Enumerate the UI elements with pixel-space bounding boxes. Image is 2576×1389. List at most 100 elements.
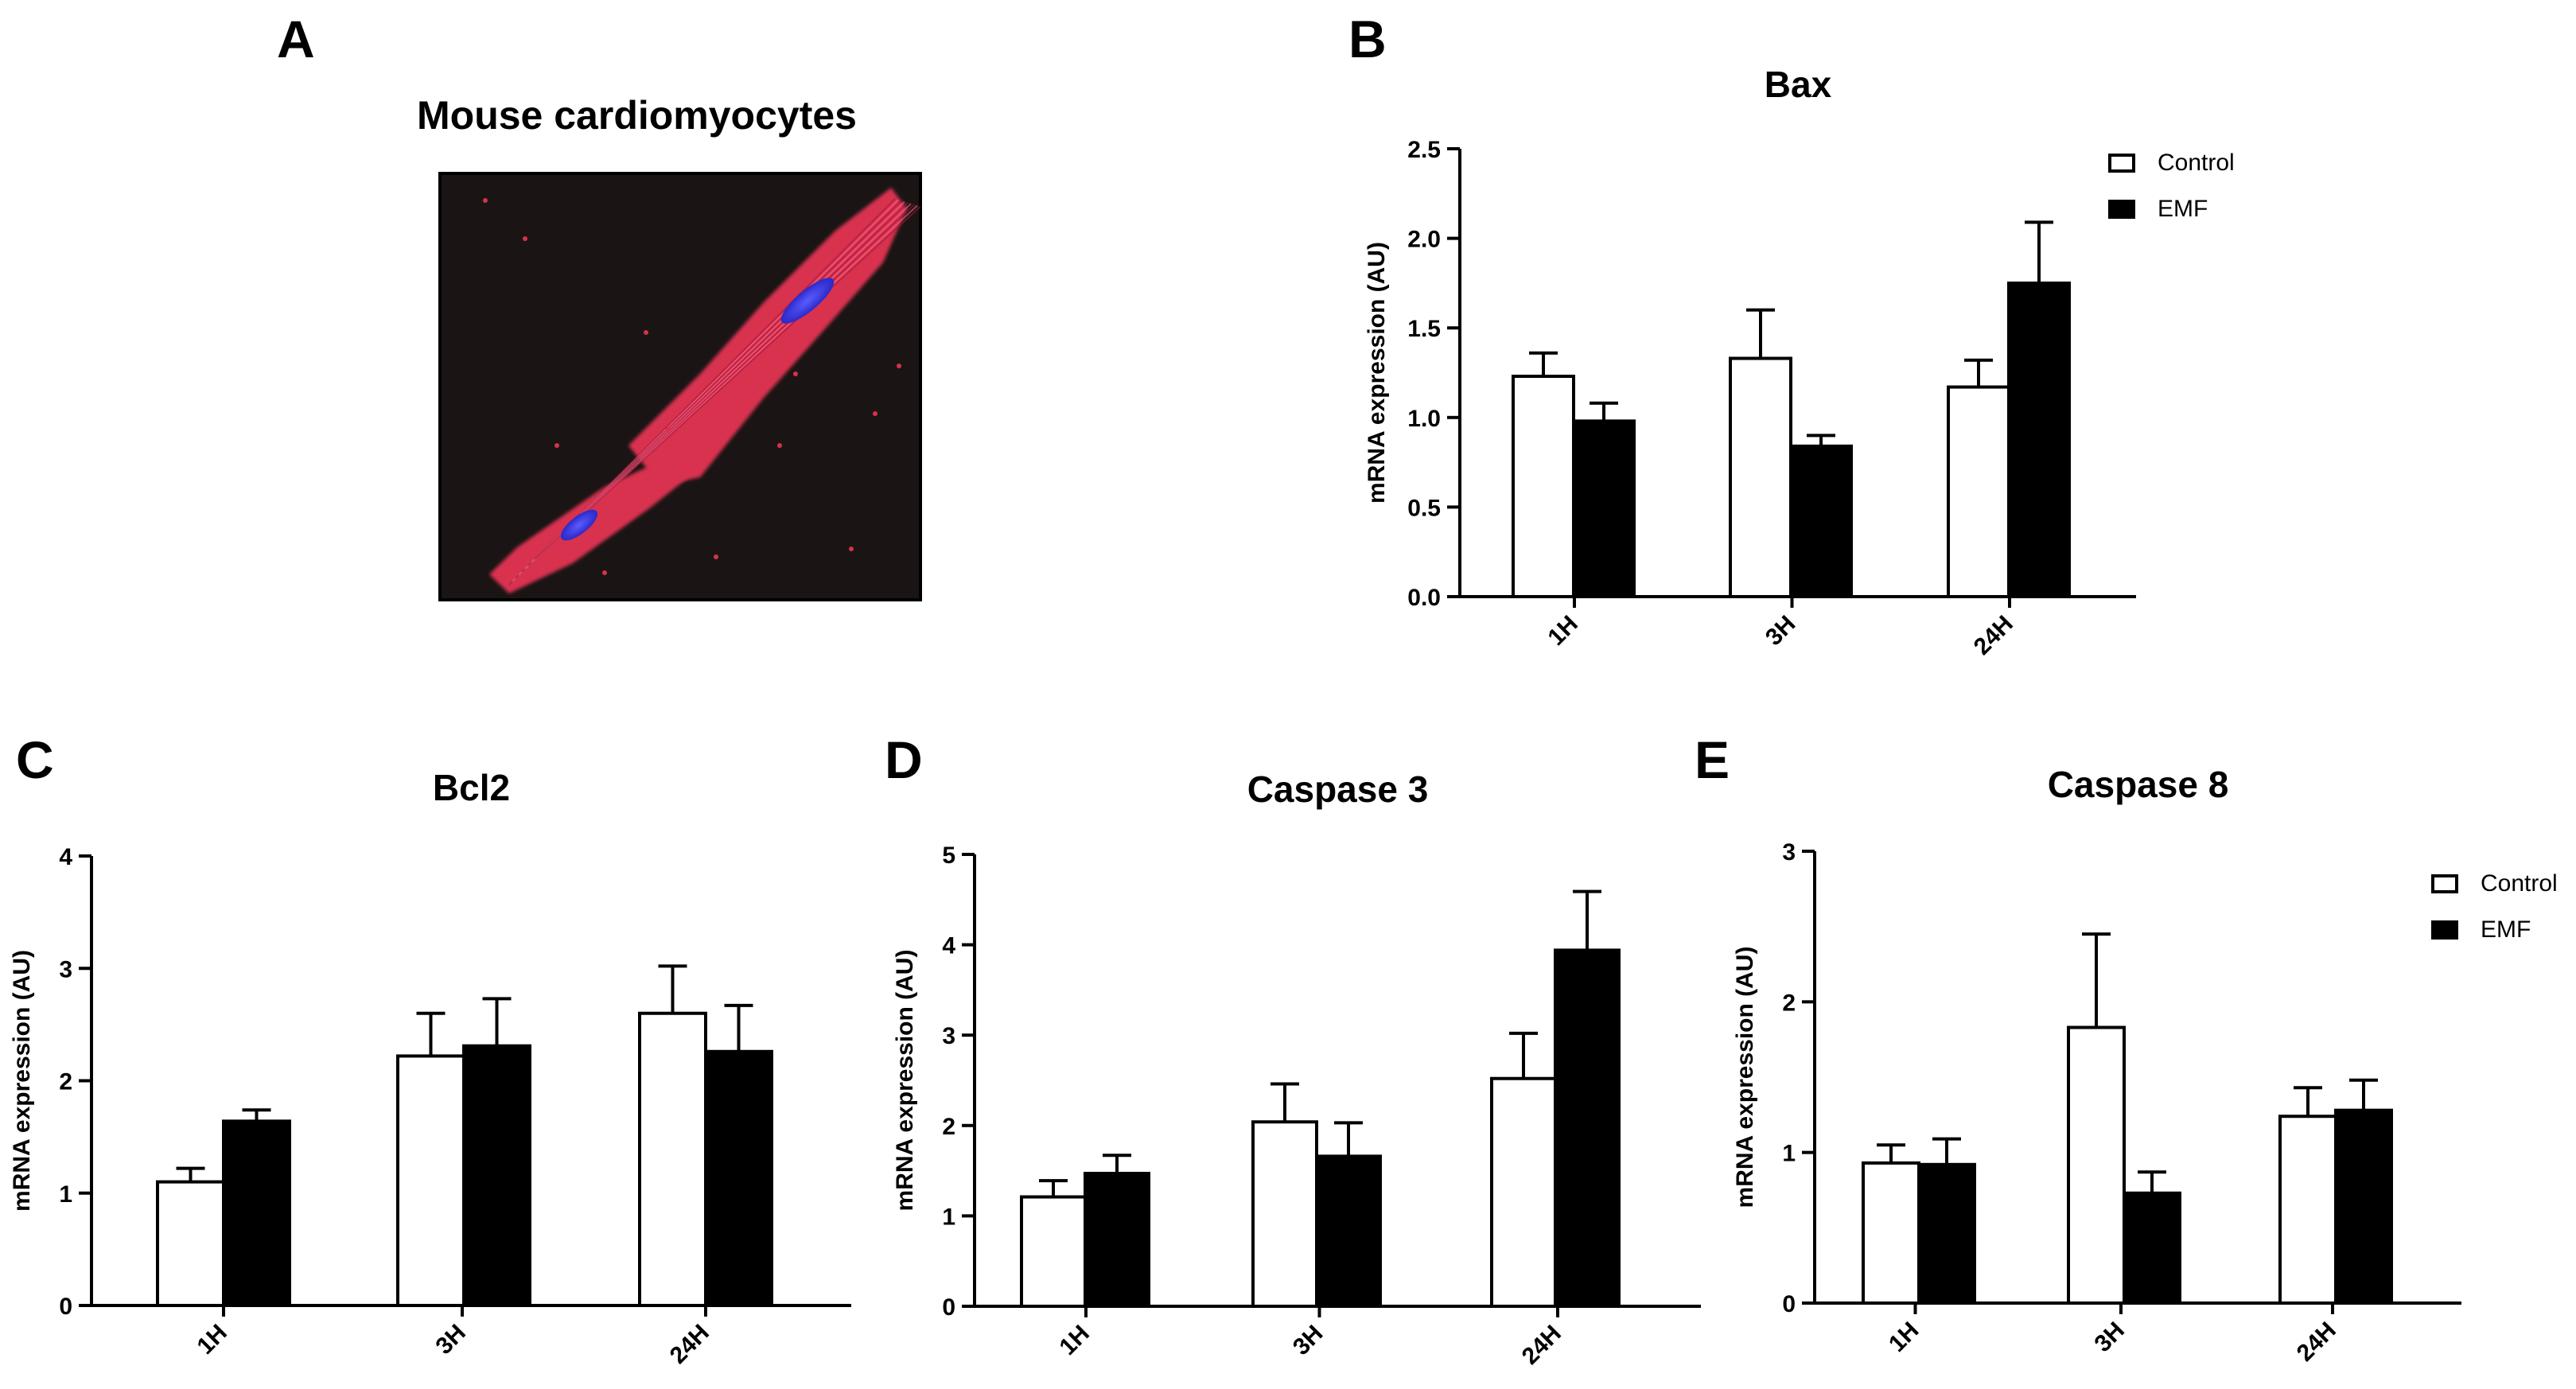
y-tick-label: 3 (942, 1023, 955, 1049)
y-tick-label: 3 (59, 956, 72, 982)
chart-title: Bcl2 (433, 767, 510, 808)
speckle (483, 198, 488, 203)
x-tick-label: 24H (2292, 1317, 2341, 1367)
y-tick-label: 4 (59, 844, 72, 870)
speckle (644, 330, 648, 335)
bar-control-24h (1947, 385, 2010, 598)
y-tick-label: 4 (942, 933, 955, 959)
y-axis-label: mRNA expression (AU) (1732, 947, 1758, 1208)
x-tick-label: 24H (1969, 611, 2018, 660)
x-tick-label: 3H (1288, 1321, 1328, 1360)
speckle (714, 554, 718, 559)
chart-bcl2: C Bcl2 0 1 2 3 4 mRNA expression (AU) 1H 3H 24H (9, 730, 851, 1369)
nucleus-lower (560, 509, 598, 541)
x-tick-label: 24H (1517, 1321, 1566, 1370)
speckle (523, 236, 527, 241)
bar-emf-24h (704, 1049, 773, 1308)
legend-swatch-emf (2431, 920, 2458, 940)
y-tick-label: 0 (1782, 1291, 1796, 1317)
speckle (849, 547, 854, 551)
bar-control-1h (156, 1180, 225, 1307)
y-tick-label: 2 (1782, 990, 1796, 1016)
x-tick-label: 24H (665, 1320, 714, 1369)
panel-letter-e: E (1695, 730, 1730, 789)
y-tick-label: 1 (942, 1204, 955, 1230)
bar-control-3h (1729, 356, 1792, 598)
y-tick-label: 2.5 (1407, 137, 1441, 163)
x-tick-label: 1H (1884, 1317, 1924, 1357)
speckles (483, 198, 901, 575)
speckle (602, 570, 607, 575)
bar-control-3h (2067, 1025, 2126, 1305)
bar-control-3h (1251, 1120, 1318, 1308)
legend-swatch-emf (2108, 200, 2135, 219)
legend-swatch-control (2431, 874, 2458, 893)
bar-emf-1h (1084, 1172, 1150, 1309)
bar-control-1h (1862, 1161, 1920, 1305)
y-tick-label: 2.0 (1407, 227, 1441, 253)
legend-swatch-control (2108, 154, 2135, 173)
bar-control-1h (1512, 375, 1575, 598)
panel-letter-c: C (16, 730, 54, 789)
bar-emf-24h (2007, 281, 2071, 598)
bar-emf-1h (1572, 419, 1636, 599)
chart-title: Caspase 3 (1247, 768, 1429, 810)
bar-control-1h (1020, 1195, 1087, 1308)
legend-label-control: Control (2158, 150, 2235, 176)
y-tick-label: 1.0 (1407, 406, 1441, 432)
bar-control-3h (396, 1054, 465, 1308)
x-tick-label: 3H (1761, 611, 1800, 651)
legend-label-emf: EMF (2481, 916, 2531, 943)
speckle (793, 372, 798, 376)
bar-control-24h (2278, 1115, 2337, 1305)
x-tick-label: 3H (430, 1320, 470, 1360)
panel-letter-a: A (277, 10, 315, 68)
x-tick-label: 3H (2089, 1317, 2129, 1357)
legend-label-emf: EMF (2158, 196, 2208, 222)
y-tick-label: 3 (1782, 839, 1796, 866)
bar-emf-3h (2123, 1191, 2181, 1305)
bar-emf-24h (2334, 1108, 2393, 1305)
panel-letter-b: B (1348, 10, 1387, 68)
micrograph-image (438, 172, 922, 601)
x-tick-label: 1H (1054, 1321, 1094, 1360)
speckle (555, 443, 559, 448)
y-tick-label: 1 (59, 1181, 72, 1208)
legend-label-control: Control (2481, 870, 2558, 897)
y-tick-label: 0.5 (1407, 495, 1441, 521)
panel-a-title: Mouse cardiomyocytes (417, 93, 857, 138)
speckle (666, 427, 671, 432)
y-tick-label: 1 (1782, 1141, 1796, 1167)
x-tick-label: 1H (192, 1320, 232, 1360)
bar-emf-3h (1315, 1154, 1382, 1308)
chart-caspase8: E Caspase 8 0 1 2 3 mRNA expression (AU) 1H 3H 24… (1695, 730, 2558, 1367)
bar-emf-1h (222, 1119, 291, 1307)
chart-caspase3: D Caspase 3 0 1 2 3 4 5 mRNA expression (AU) 1H 3H… (885, 730, 1701, 1370)
y-axis-label: mRNA expression (AU) (892, 950, 918, 1212)
speckle (897, 364, 901, 368)
y-tick-label: 1.5 (1407, 316, 1441, 342)
y-tick-label: 2 (59, 1069, 72, 1095)
bar-control-24h (638, 1011, 707, 1307)
y-axis-label: mRNA expression (AU) (9, 950, 35, 1212)
chart-bax: B Bax 0.0 0.5 1.0 1.5 2.0 2.5 mRNA expression (A… (1348, 10, 2235, 660)
y-tick-label: 5 (942, 842, 955, 869)
bar-emf-1h (1917, 1162, 1976, 1305)
y-axis-label: mRNA expression (AU) (1364, 242, 1390, 504)
panel-letter-d: D (885, 730, 923, 789)
bar-emf-3h (1789, 444, 1853, 598)
bar-control-24h (1490, 1076, 1557, 1309)
striation-line (534, 205, 920, 560)
speckle (873, 411, 877, 416)
chart-title: Caspase 8 (2048, 764, 2229, 805)
bar-emf-3h (462, 1044, 531, 1308)
panel-a: A Mouse cardiomyocytes (277, 10, 922, 601)
chart-title: Bax (1765, 64, 1832, 105)
speckle (777, 443, 782, 448)
y-tick-label: 2 (942, 1114, 955, 1140)
y-tick-label: 0 (942, 1294, 955, 1321)
y-tick-label: 0 (59, 1294, 72, 1320)
y-tick-label: 0.0 (1407, 585, 1441, 611)
bar-emf-24h (1554, 948, 1621, 1309)
